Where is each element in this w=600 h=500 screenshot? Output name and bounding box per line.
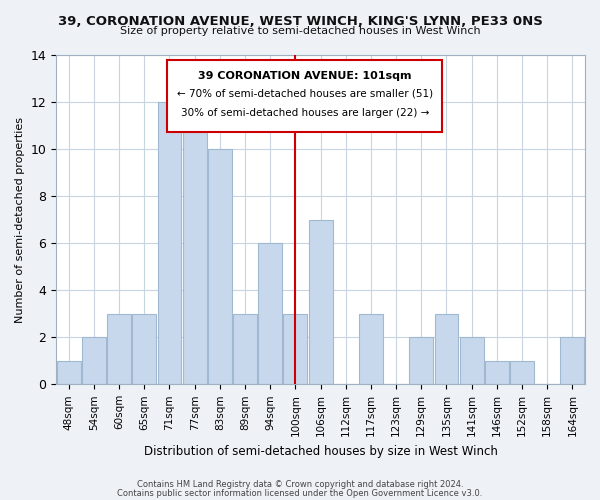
Bar [133,314,156,384]
Bar [233,314,257,384]
Bar [208,149,232,384]
Bar [82,338,106,384]
Bar [107,314,131,384]
Bar [434,314,458,384]
Text: ← 70% of semi-detached houses are smaller (51): ← 70% of semi-detached houses are smalle… [176,89,433,99]
Bar [460,338,484,384]
Bar [258,243,282,384]
X-axis label: Distribution of semi-detached houses by size in West Winch: Distribution of semi-detached houses by … [143,444,497,458]
FancyBboxPatch shape [167,60,442,132]
Text: 39 CORONATION AVENUE: 101sqm: 39 CORONATION AVENUE: 101sqm [198,72,412,82]
Bar [485,361,509,384]
Bar [510,361,534,384]
Bar [359,314,383,384]
Bar [57,361,81,384]
Bar [560,338,584,384]
Text: 39, CORONATION AVENUE, WEST WINCH, KING'S LYNN, PE33 0NS: 39, CORONATION AVENUE, WEST WINCH, KING'… [58,15,542,28]
Bar [283,314,307,384]
Text: 30% of semi-detached houses are larger (22) →: 30% of semi-detached houses are larger (… [181,108,429,118]
Text: Contains public sector information licensed under the Open Government Licence v3: Contains public sector information licen… [118,488,482,498]
Bar [182,126,206,384]
Bar [158,102,181,385]
Text: Size of property relative to semi-detached houses in West Winch: Size of property relative to semi-detach… [119,26,481,36]
Bar [409,338,433,384]
Bar [308,220,332,384]
Text: Contains HM Land Registry data © Crown copyright and database right 2024.: Contains HM Land Registry data © Crown c… [137,480,463,489]
Y-axis label: Number of semi-detached properties: Number of semi-detached properties [15,116,25,322]
